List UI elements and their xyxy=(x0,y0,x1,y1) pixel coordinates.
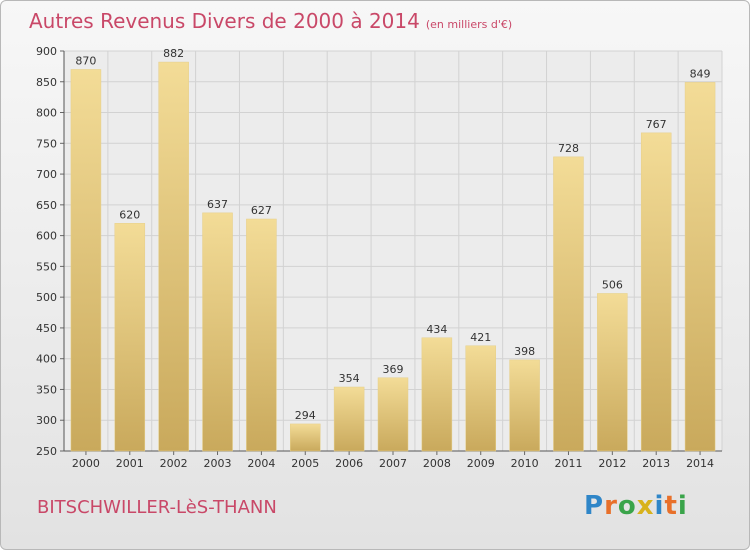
logo-letter: t xyxy=(664,491,678,521)
bar-2001 xyxy=(114,223,146,452)
logo-letter: P xyxy=(584,491,605,521)
x-tick-label-2013: 2013 xyxy=(642,457,670,470)
bar-2013 xyxy=(640,132,672,452)
y-tick-label: 400 xyxy=(36,353,57,366)
x-tick-label-2011: 2011 xyxy=(554,457,582,470)
x-tick-label-2009: 2009 xyxy=(467,457,495,470)
y-tick-label: 800 xyxy=(36,107,57,120)
x-tick-label-2007: 2007 xyxy=(379,457,407,470)
bar-2007 xyxy=(377,377,409,452)
x-tick-label-2000: 2000 xyxy=(72,457,100,470)
value-label-2000: 870 xyxy=(75,54,96,67)
bars xyxy=(70,61,716,452)
bar-2005 xyxy=(290,423,321,452)
chart-title: Autres Revenus Divers de 2000 à 2014 (en … xyxy=(29,9,512,33)
y-tick-label: 250 xyxy=(36,445,57,458)
logo-letter: r xyxy=(604,491,618,521)
x-tick-label-2001: 2001 xyxy=(116,457,144,470)
bar-2012 xyxy=(597,293,628,452)
x-tick-label-2008: 2008 xyxy=(423,457,451,470)
chart-title-text: Autres Revenus Divers de 2000 à 2014 xyxy=(29,9,420,33)
bar-2008 xyxy=(421,337,453,452)
x-tick-label-2006: 2006 xyxy=(335,457,363,470)
x-tick-label-2003: 2003 xyxy=(204,457,232,470)
y-tick-label: 650 xyxy=(36,199,57,212)
bar-2006 xyxy=(333,386,365,452)
y-tick-label: 750 xyxy=(36,137,57,150)
logo-letter: i xyxy=(654,491,665,521)
labels: 870 2000 620 2001 882 2002 637 2003 627 2004 294 20… xyxy=(72,47,714,470)
bar-2004 xyxy=(246,218,277,452)
y-tick-label: 550 xyxy=(36,260,57,273)
value-label-2011: 728 xyxy=(558,142,579,155)
value-label-2005: 294 xyxy=(295,409,316,422)
value-label-2009: 421 xyxy=(470,331,491,344)
y-tick-label: 850 xyxy=(36,76,57,89)
y-tick-label: 300 xyxy=(36,414,57,427)
y-tick-label: 700 xyxy=(36,168,57,181)
x-tick-label-2002: 2002 xyxy=(160,457,188,470)
bar-2009 xyxy=(465,345,496,452)
logo-letter: i xyxy=(677,491,688,521)
logo-letter: o xyxy=(617,491,637,521)
bar-2002 xyxy=(158,61,189,452)
value-label-2006: 354 xyxy=(339,372,360,385)
bar-2011 xyxy=(553,156,584,452)
value-label-2002: 882 xyxy=(163,47,184,60)
bar-2010 xyxy=(509,359,540,452)
proxiti-logo[interactable]: Proxiti xyxy=(584,491,688,521)
value-label-2010: 398 xyxy=(514,345,535,358)
bar-2000 xyxy=(70,69,102,452)
value-label-2012: 506 xyxy=(602,278,623,291)
x-tick-label-2005: 2005 xyxy=(291,457,319,470)
y-tick-label: 450 xyxy=(36,322,57,335)
y-tick-label: 900 xyxy=(36,45,57,58)
bar-2014 xyxy=(684,82,716,452)
y-tick-label: 350 xyxy=(36,383,57,396)
value-label-2013: 767 xyxy=(646,118,667,131)
x-tick-label-2010: 2010 xyxy=(511,457,539,470)
value-label-2004: 627 xyxy=(251,204,272,217)
bar-2003 xyxy=(202,212,233,452)
x-tick-label-2012: 2012 xyxy=(598,457,626,470)
x-tick-label-2004: 2004 xyxy=(247,457,275,470)
value-label-2008: 434 xyxy=(426,323,447,336)
value-label-2003: 637 xyxy=(207,198,228,211)
chart-subtitle: (en milliers d'€) xyxy=(425,18,513,31)
logo-letter: x xyxy=(636,491,655,521)
value-label-2007: 369 xyxy=(383,363,404,376)
x-tick-label-2014: 2014 xyxy=(686,457,714,470)
y-tick-label: 600 xyxy=(36,230,57,243)
value-label-2001: 620 xyxy=(119,208,140,221)
y-tick-label: 500 xyxy=(36,291,57,304)
value-label-2014: 849 xyxy=(690,67,711,80)
commune-name: BITSCHWILLER-LèS-THANN xyxy=(37,497,277,518)
